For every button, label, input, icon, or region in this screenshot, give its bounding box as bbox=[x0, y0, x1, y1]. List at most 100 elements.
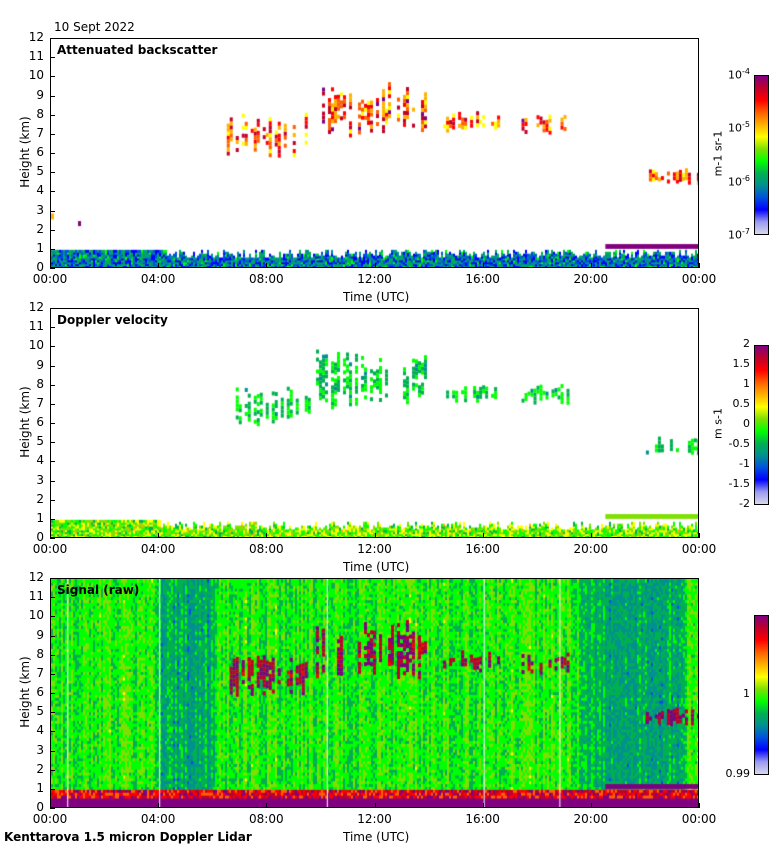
y-tick-mark bbox=[50, 229, 55, 231]
x-tick-label: 00:00 bbox=[681, 542, 717, 556]
colorbar-tick-label: 10-4 bbox=[728, 67, 750, 82]
x-tick-mark bbox=[266, 263, 268, 268]
x-tick-label: 04:00 bbox=[140, 812, 176, 826]
x-tick-label: 20:00 bbox=[573, 542, 609, 556]
y-tick-mark bbox=[50, 461, 55, 463]
colorbar-tick-label: -1 bbox=[739, 457, 750, 470]
x-tick-mark bbox=[50, 803, 51, 808]
colorbar-tick-label: 10-5 bbox=[728, 120, 750, 135]
y-tick-label: 5 bbox=[36, 434, 44, 449]
y-tick-mark bbox=[50, 76, 55, 78]
colorbar-tick-label: 0.5 bbox=[732, 397, 751, 410]
y-tick-label: 7 bbox=[36, 665, 44, 680]
y-tick-label: 7 bbox=[36, 395, 44, 410]
y-tick-mark bbox=[50, 808, 55, 809]
y-tick-label: 3 bbox=[36, 202, 44, 217]
y-tick-mark bbox=[50, 788, 55, 790]
x-tick-label: 20:00 bbox=[573, 272, 609, 286]
x-tick-mark bbox=[482, 803, 484, 808]
chart-title: Doppler velocity bbox=[57, 313, 168, 327]
y-axis-label: Height (km) bbox=[18, 656, 32, 728]
heatmap-0 bbox=[51, 39, 698, 267]
y-tick-label: 12 bbox=[28, 570, 44, 584]
colorbar-unit-label: m-1 sr-1 bbox=[711, 130, 725, 177]
y-axis-label: Height (km) bbox=[18, 386, 32, 458]
y-tick-mark bbox=[50, 499, 55, 501]
chart-panel-0: Attenuated backscatter bbox=[50, 38, 699, 268]
y-tick-label: 0 bbox=[36, 800, 44, 814]
y-tick-mark bbox=[50, 308, 55, 309]
x-axis-label: Time (UTC) bbox=[343, 290, 410, 304]
y-tick-label: 1 bbox=[36, 510, 44, 525]
y-tick-mark bbox=[50, 712, 55, 714]
y-tick-mark bbox=[50, 480, 55, 482]
chart-title: Attenuated backscatter bbox=[57, 43, 218, 57]
x-tick-label: 12:00 bbox=[357, 542, 392, 556]
y-tick-mark bbox=[50, 384, 55, 386]
y-axis-label: Height (km) bbox=[18, 116, 32, 188]
date-label: 10 Sept 2022 bbox=[54, 20, 135, 34]
colorbar-tick-label: 2 bbox=[743, 337, 750, 350]
y-tick-label: 10 bbox=[28, 338, 44, 353]
y-tick-label: 2 bbox=[36, 221, 44, 236]
y-tick-label: 4 bbox=[36, 183, 44, 198]
x-tick-label: 04:00 bbox=[140, 542, 176, 556]
x-tick-mark bbox=[590, 803, 592, 808]
x-tick-mark bbox=[699, 533, 700, 538]
y-tick-label: 5 bbox=[36, 164, 44, 179]
y-tick-label: 0 bbox=[36, 260, 44, 274]
y-tick-label: 8 bbox=[36, 106, 44, 121]
x-tick-mark bbox=[266, 803, 268, 808]
x-tick-mark bbox=[482, 263, 484, 268]
colorbar-tick-label: 1.5 bbox=[732, 357, 751, 370]
y-tick-label: 9 bbox=[36, 627, 44, 642]
colorbar bbox=[754, 75, 769, 235]
y-tick-mark bbox=[50, 327, 55, 329]
x-tick-mark bbox=[374, 263, 376, 268]
x-tick-mark bbox=[590, 263, 592, 268]
colorbar-tick-label: 1 bbox=[743, 377, 750, 390]
x-tick-label: 08:00 bbox=[249, 272, 284, 286]
y-tick-label: 0 bbox=[36, 530, 44, 544]
y-tick-mark bbox=[50, 210, 55, 212]
x-tick-label: 16:00 bbox=[465, 542, 500, 556]
y-tick-label: 6 bbox=[36, 145, 44, 159]
y-tick-label: 11 bbox=[28, 319, 44, 334]
y-tick-mark bbox=[50, 268, 55, 269]
x-tick-label: 08:00 bbox=[249, 812, 284, 826]
y-tick-label: 12 bbox=[28, 30, 44, 44]
y-tick-mark bbox=[50, 654, 55, 656]
y-tick-label: 7 bbox=[36, 125, 44, 140]
y-tick-mark bbox=[50, 731, 55, 733]
y-tick-mark bbox=[50, 95, 55, 97]
colorbar-tick-label: -1.5 bbox=[728, 477, 750, 490]
y-tick-label: 10 bbox=[28, 608, 44, 623]
x-tick-mark bbox=[266, 533, 268, 538]
colorbar-tick-label: -0.5 bbox=[728, 437, 750, 450]
x-tick-mark bbox=[699, 263, 700, 268]
x-tick-label: 20:00 bbox=[573, 812, 609, 826]
y-tick-mark bbox=[50, 750, 55, 752]
colorbar-unit-label: m s-1 bbox=[711, 408, 725, 439]
x-tick-label: 12:00 bbox=[357, 272, 392, 286]
x-tick-label: 00:00 bbox=[681, 272, 717, 286]
y-tick-label: 1 bbox=[36, 780, 44, 795]
y-tick-label: 9 bbox=[36, 357, 44, 372]
x-tick-mark bbox=[158, 533, 160, 538]
x-axis-label: Time (UTC) bbox=[343, 830, 410, 844]
y-tick-mark bbox=[50, 442, 55, 444]
y-tick-label: 3 bbox=[36, 472, 44, 487]
chart-title: Signal (raw) bbox=[57, 583, 140, 597]
x-tick-mark bbox=[482, 533, 484, 538]
colorbar-tick-label: 1 bbox=[743, 687, 750, 700]
y-tick-label: 2 bbox=[36, 761, 44, 776]
x-tick-mark bbox=[590, 533, 592, 538]
heatmap-2 bbox=[51, 579, 698, 807]
x-tick-mark bbox=[158, 803, 160, 808]
y-tick-label: 6 bbox=[36, 415, 44, 429]
y-tick-label: 2 bbox=[36, 491, 44, 506]
y-tick-mark bbox=[50, 191, 55, 193]
x-tick-mark bbox=[50, 533, 51, 538]
x-tick-label: 16:00 bbox=[465, 812, 500, 826]
x-tick-mark bbox=[374, 533, 376, 538]
